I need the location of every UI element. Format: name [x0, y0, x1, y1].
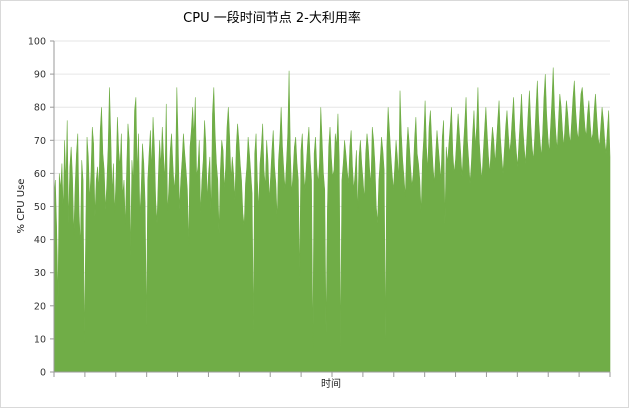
area-series-layer	[53, 67, 611, 373]
y-tick-label: 80	[34, 103, 46, 114]
cpu-usage-area	[53, 67, 611, 373]
y-tick-label: 40	[34, 235, 46, 246]
y-tick-label: 90	[34, 70, 46, 81]
axes	[50, 40, 611, 377]
y-tick-label: 30	[34, 268, 46, 279]
y-tick-label: 50	[34, 202, 46, 213]
y-tick-label: 70	[34, 136, 46, 147]
y-tick-label: 100	[28, 37, 46, 48]
y-tick-label: 0	[40, 368, 46, 379]
y-tick-label: 10	[34, 334, 46, 345]
y-tick-label: 20	[34, 301, 46, 312]
chart-title: CPU 一段时间节点 2-大利用率	[183, 10, 361, 26]
y-axis-label: % CPU Use	[16, 179, 27, 234]
y-tick-labels: 0 10 20 30 40 50 60 70 80 90 100	[28, 37, 46, 379]
x-axis-label: 时间	[321, 377, 341, 390]
y-tick-label: 60	[34, 169, 46, 180]
